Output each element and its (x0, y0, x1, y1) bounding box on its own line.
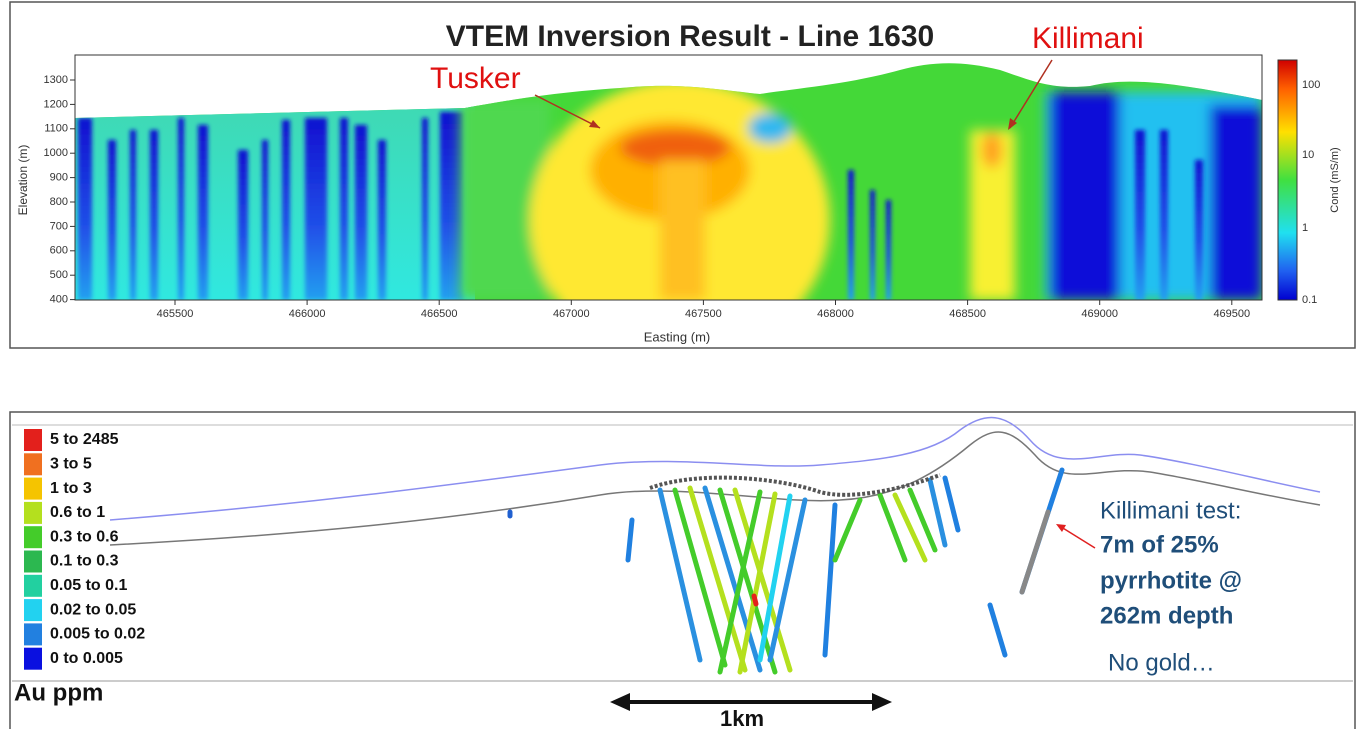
collar-labels (649, 473, 941, 497)
scale-label: 1km (720, 706, 764, 729)
annotation-killimani: Killimani (1032, 22, 1144, 55)
scale-arrow (610, 693, 630, 711)
arrow-head (1008, 118, 1017, 130)
y-tick-label: 400 (50, 294, 68, 306)
title: VTEM Inversion Result - Line 1630 (446, 20, 934, 53)
legend-swatch (24, 574, 42, 597)
legend-swatch (24, 477, 42, 500)
scale-arrow (872, 693, 892, 711)
y-tick-label: 500 (50, 269, 68, 281)
colorbar-tick-label: 1 (1302, 222, 1308, 234)
y-tick-label: 600 (50, 245, 68, 257)
legend-swatch (24, 623, 42, 646)
y-tick-label: 1000 (44, 147, 68, 159)
legend-title: Au ppm (14, 679, 103, 706)
arrow (534, 94, 601, 129)
x-tick-label: 468000 (817, 308, 854, 320)
x-axis-label: Easting (m) (644, 329, 710, 344)
legend-swatch (24, 429, 42, 451)
legend-label: 0.6 to 1 (50, 504, 105, 521)
x-tick-label: 465500 (157, 308, 194, 320)
annotation: Killimani test: (1100, 497, 1241, 524)
legend-swatch (24, 501, 42, 524)
legend-swatch (24, 526, 42, 549)
x-tick-label: 466500 (421, 308, 458, 320)
annotation: pyrrhotite @ (1100, 567, 1242, 594)
legend-label: 0.005 to 0.02 (50, 626, 145, 643)
arrow (1009, 59, 1053, 129)
legend-label: 3 to 5 (50, 456, 92, 473)
y-tick-label: 800 (50, 196, 68, 208)
colorbar-tick-label: 10 (1302, 149, 1314, 161)
annotation: 7m of 25% (1100, 531, 1219, 558)
annotation: 262m depth (1100, 602, 1233, 629)
legend-swatch (24, 453, 42, 476)
arrow-head (589, 120, 600, 128)
drill-holes (507, 467, 1065, 675)
legend-label: 0.3 to 0.6 (50, 528, 119, 545)
legend-label: 1 to 3 (50, 480, 92, 497)
y-tick-label: 900 (50, 172, 68, 184)
legend-label: 0.05 to 0.1 (50, 577, 127, 594)
y-tick-label: 700 (50, 220, 68, 232)
bottom-panel (9, 411, 1356, 729)
arrow-head (1056, 524, 1066, 532)
legend-swatch (24, 550, 42, 573)
x-tick-label: 466000 (289, 308, 326, 320)
legend-swatch (24, 599, 42, 622)
x-tick-label: 468500 (949, 308, 986, 320)
colorbar (1277, 59, 1298, 301)
colorbar-tick-label: 100 (1302, 79, 1320, 91)
legend-label: 0.1 to 0.3 (50, 553, 119, 570)
x-tick-label: 469000 (1081, 308, 1118, 320)
x-tick-label: 467500 (685, 308, 722, 320)
y-tick-label: 1200 (44, 98, 68, 110)
annotation-tusker: Tusker (430, 62, 521, 95)
legend-label: 5 to 2485 (50, 431, 119, 448)
x-tick-label: 467000 (553, 308, 590, 320)
legend-label: 0 to 0.005 (50, 650, 123, 667)
arrow (1057, 524, 1096, 549)
legend-label: 0.02 to 0.05 (50, 601, 136, 618)
topography-line (109, 416, 1321, 521)
colorbar-tick-label: 0.1 (1302, 294, 1317, 306)
x-tick-label: 469500 (1213, 308, 1250, 320)
y-tick-label: 1100 (44, 123, 68, 135)
y-tick-label: 1300 (44, 74, 68, 86)
note: No gold… (1108, 649, 1215, 676)
legend-swatch (24, 647, 42, 670)
colorbar-label: Cond (mS/m) (1329, 147, 1341, 212)
y-axis-label: Elevation (m) (16, 145, 30, 216)
